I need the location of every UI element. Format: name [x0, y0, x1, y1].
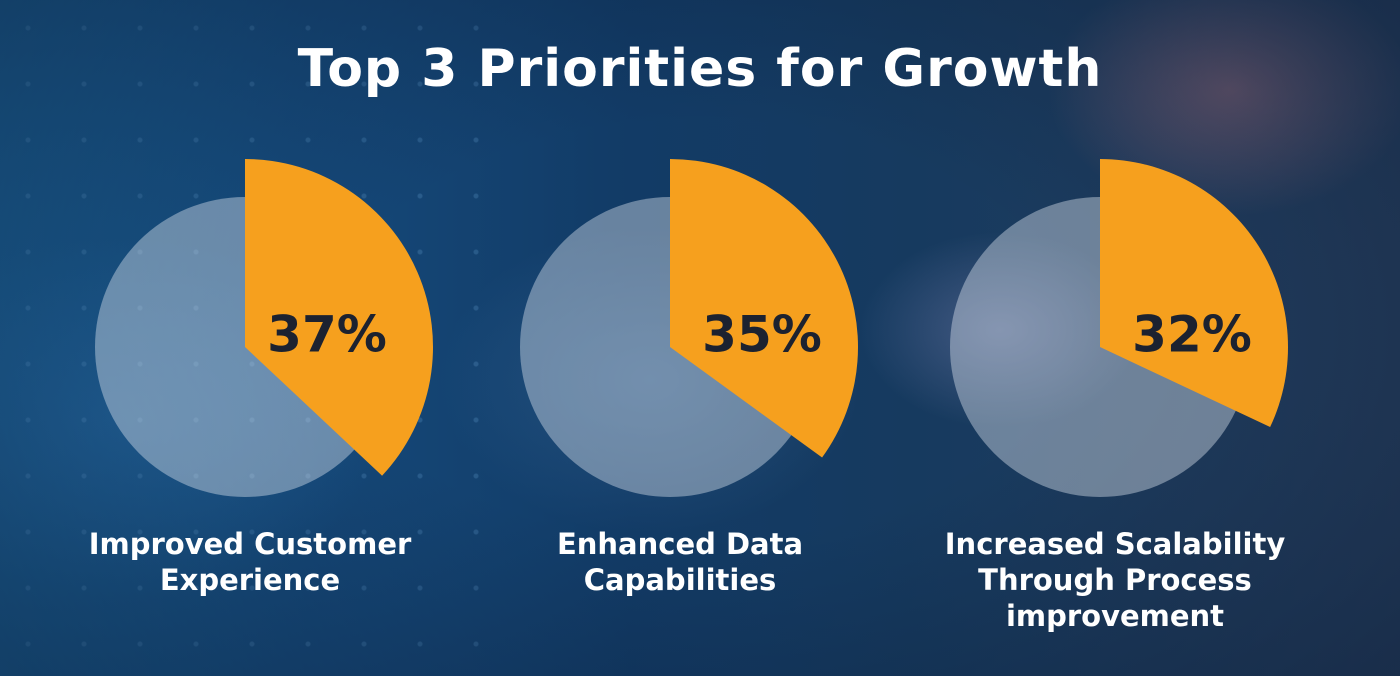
pie-chart-3: 32%	[950, 159, 1289, 497]
chart-title: Top 3 Priorities for Growth	[297, 39, 1103, 99]
pie-slice-1	[245, 159, 433, 476]
category-label-2: Enhanced Data Capabilities	[556, 527, 804, 597]
pie-slice-2	[670, 159, 859, 458]
pie-value-label-3: 32%	[1132, 306, 1252, 364]
pie-slice-3	[1100, 159, 1289, 428]
pie-chart-2: 35%	[520, 159, 859, 497]
pie-value-label-1: 37%	[267, 306, 387, 364]
pie-chart-1: 37%	[95, 159, 433, 497]
pie-value-label-2: 35%	[702, 306, 822, 364]
category-label-3: Increased Scalability Through Process im…	[944, 527, 1286, 633]
category-label-1: Improved Customer Experience	[88, 527, 412, 597]
